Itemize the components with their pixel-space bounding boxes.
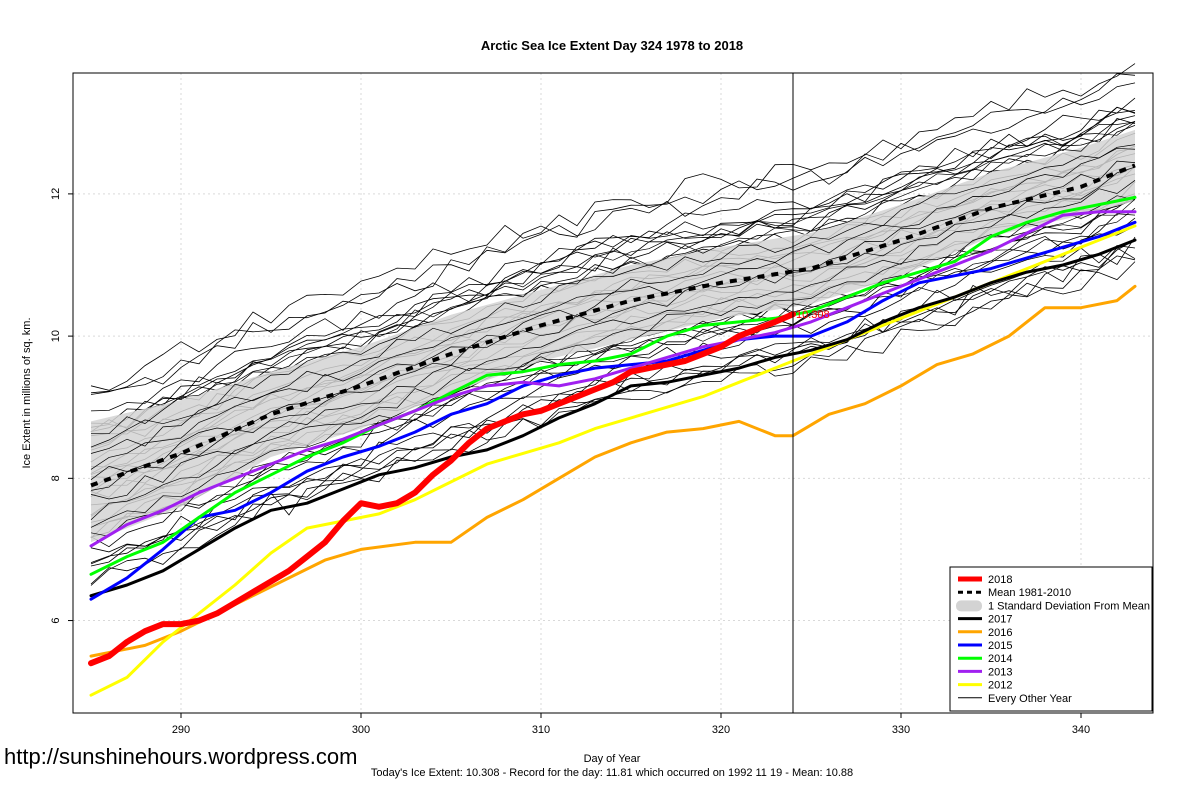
- other-year-line: [90, 121, 1136, 435]
- other-year-line: [90, 82, 1136, 395]
- legend-label: 2015: [988, 640, 1012, 652]
- other-year-line: [90, 217, 1136, 539]
- y-tick-label: 12: [50, 188, 62, 200]
- chart-title: Arctic Sea Ice Extent Day 324 1978 to 20…: [481, 38, 743, 53]
- x-tick-label: 290: [172, 724, 190, 736]
- legend-label: Mean 1981-2010: [988, 587, 1071, 599]
- y-axis-label: Ice Extent in millions of sq. km.: [21, 318, 33, 469]
- other-year-line: [90, 118, 1136, 437]
- other-year-line: [90, 180, 1136, 500]
- legend-box: [949, 566, 1153, 712]
- x-tick-label: 330: [892, 724, 910, 736]
- footer-stats: Today's Ice Extent: 10.308 - Record for …: [371, 767, 853, 779]
- x-axis-label: Day of Year: [584, 753, 641, 765]
- y-tick-label: 6: [50, 617, 62, 623]
- current-value-label: 10.308: [796, 309, 830, 321]
- other-year-line: [90, 63, 1136, 391]
- series-line-2018: [88, 311, 796, 667]
- other-year-line: [90, 225, 1136, 548]
- y-tick-label: 8: [50, 475, 62, 481]
- other-year-line: [90, 195, 1136, 520]
- legend-label: 2014: [988, 653, 1012, 665]
- series-line-2015: [89, 220, 1137, 601]
- x-axis-ticks: 290 300 310 320 330 340: [172, 713, 1090, 736]
- series-line-2013: [89, 210, 1137, 548]
- plot-frame: [72, 72, 1154, 714]
- x-tick-label: 320: [712, 724, 730, 736]
- other-year-line: [90, 73, 1136, 394]
- other-year-line: [90, 261, 1136, 586]
- legend-label: Every Other Year: [988, 693, 1072, 705]
- legend-label: 2012: [988, 680, 1012, 692]
- other-year-line: [90, 109, 1136, 432]
- legend-label: 1 Standard Deviation From Mean: [988, 600, 1150, 612]
- other-year-line: [90, 207, 1136, 537]
- other-year-line: [90, 144, 1136, 454]
- legend-label: 2017: [988, 614, 1012, 626]
- y-axis-ticks: 6 8 10 12: [50, 188, 73, 624]
- x-tick-label: 310: [532, 724, 550, 736]
- watermark-url: http://sunshinehours.wordpress.com: [4, 744, 358, 769]
- y-tick-label: 10: [50, 330, 62, 342]
- other-year-line: [90, 166, 1136, 491]
- other-year-line: [90, 97, 1136, 412]
- legend-label: 2013: [988, 666, 1012, 678]
- legend-label: 2016: [988, 627, 1012, 639]
- legend-label: 2018: [988, 574, 1012, 586]
- legend-swatch: [956, 600, 982, 612]
- mean-line-group: [90, 163, 1136, 488]
- std-band-area: [91, 129, 1135, 543]
- other-year-line: [90, 120, 1136, 451]
- mean-line: [90, 163, 1136, 488]
- other-year-line: [90, 115, 1136, 428]
- series-line-2016: [89, 284, 1137, 658]
- series-lines: [88, 195, 1137, 697]
- x-tick-label: 340: [1072, 724, 1090, 736]
- series-line-2014: [89, 195, 1137, 576]
- other-year-line: [90, 106, 1136, 424]
- other-year-line: [90, 121, 1136, 448]
- series-line-2017: [89, 238, 1137, 598]
- x-tick-label: 300: [352, 724, 370, 736]
